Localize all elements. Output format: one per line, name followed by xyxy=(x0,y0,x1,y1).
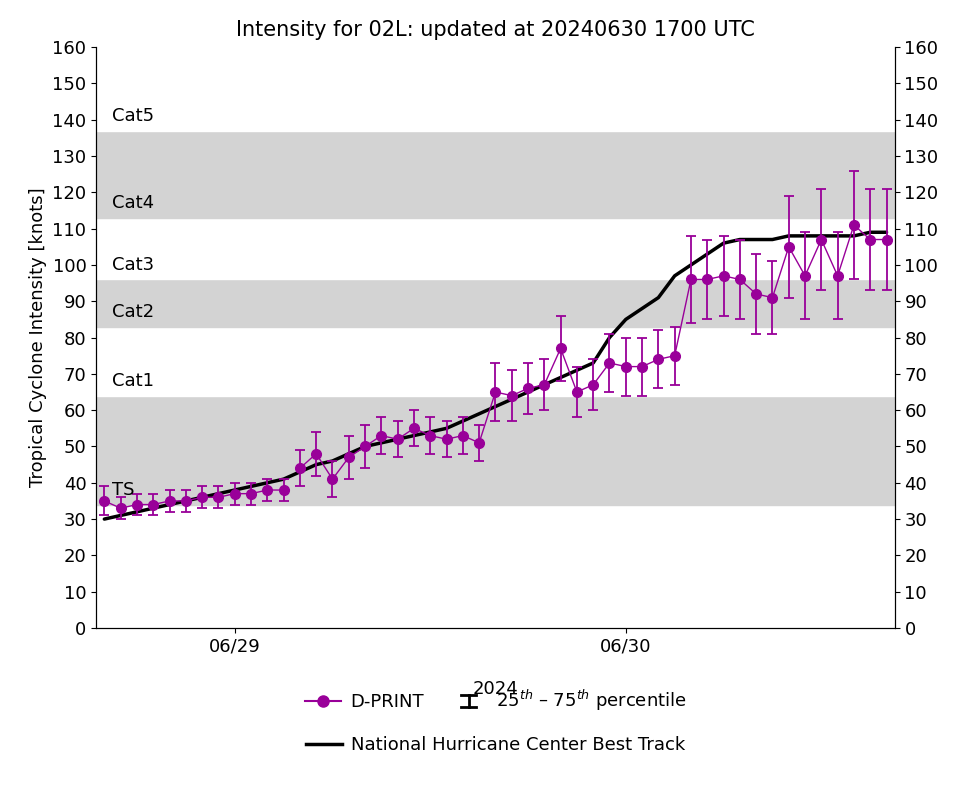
Bar xyxy=(96,47,894,130)
Text: Cat2: Cat2 xyxy=(112,303,155,321)
Legend: National Hurricane Center Best Track: National Hurricane Center Best Track xyxy=(298,728,692,761)
Bar xyxy=(96,130,894,217)
Text: Cat4: Cat4 xyxy=(112,195,155,212)
Y-axis label: Tropical Cyclone Intensity [knots]: Tropical Cyclone Intensity [knots] xyxy=(29,188,47,487)
Bar xyxy=(96,396,894,505)
Bar xyxy=(96,327,894,396)
Title: Intensity for 02L: updated at 20240630 1700 UTC: Intensity for 02L: updated at 20240630 1… xyxy=(235,20,754,40)
Text: TS: TS xyxy=(112,481,135,499)
Bar xyxy=(96,279,894,327)
Text: Cat5: Cat5 xyxy=(112,108,155,125)
Bar xyxy=(96,217,894,279)
Text: 2024: 2024 xyxy=(472,681,518,699)
Text: Cat1: Cat1 xyxy=(112,372,155,390)
Text: Cat3: Cat3 xyxy=(112,256,155,274)
